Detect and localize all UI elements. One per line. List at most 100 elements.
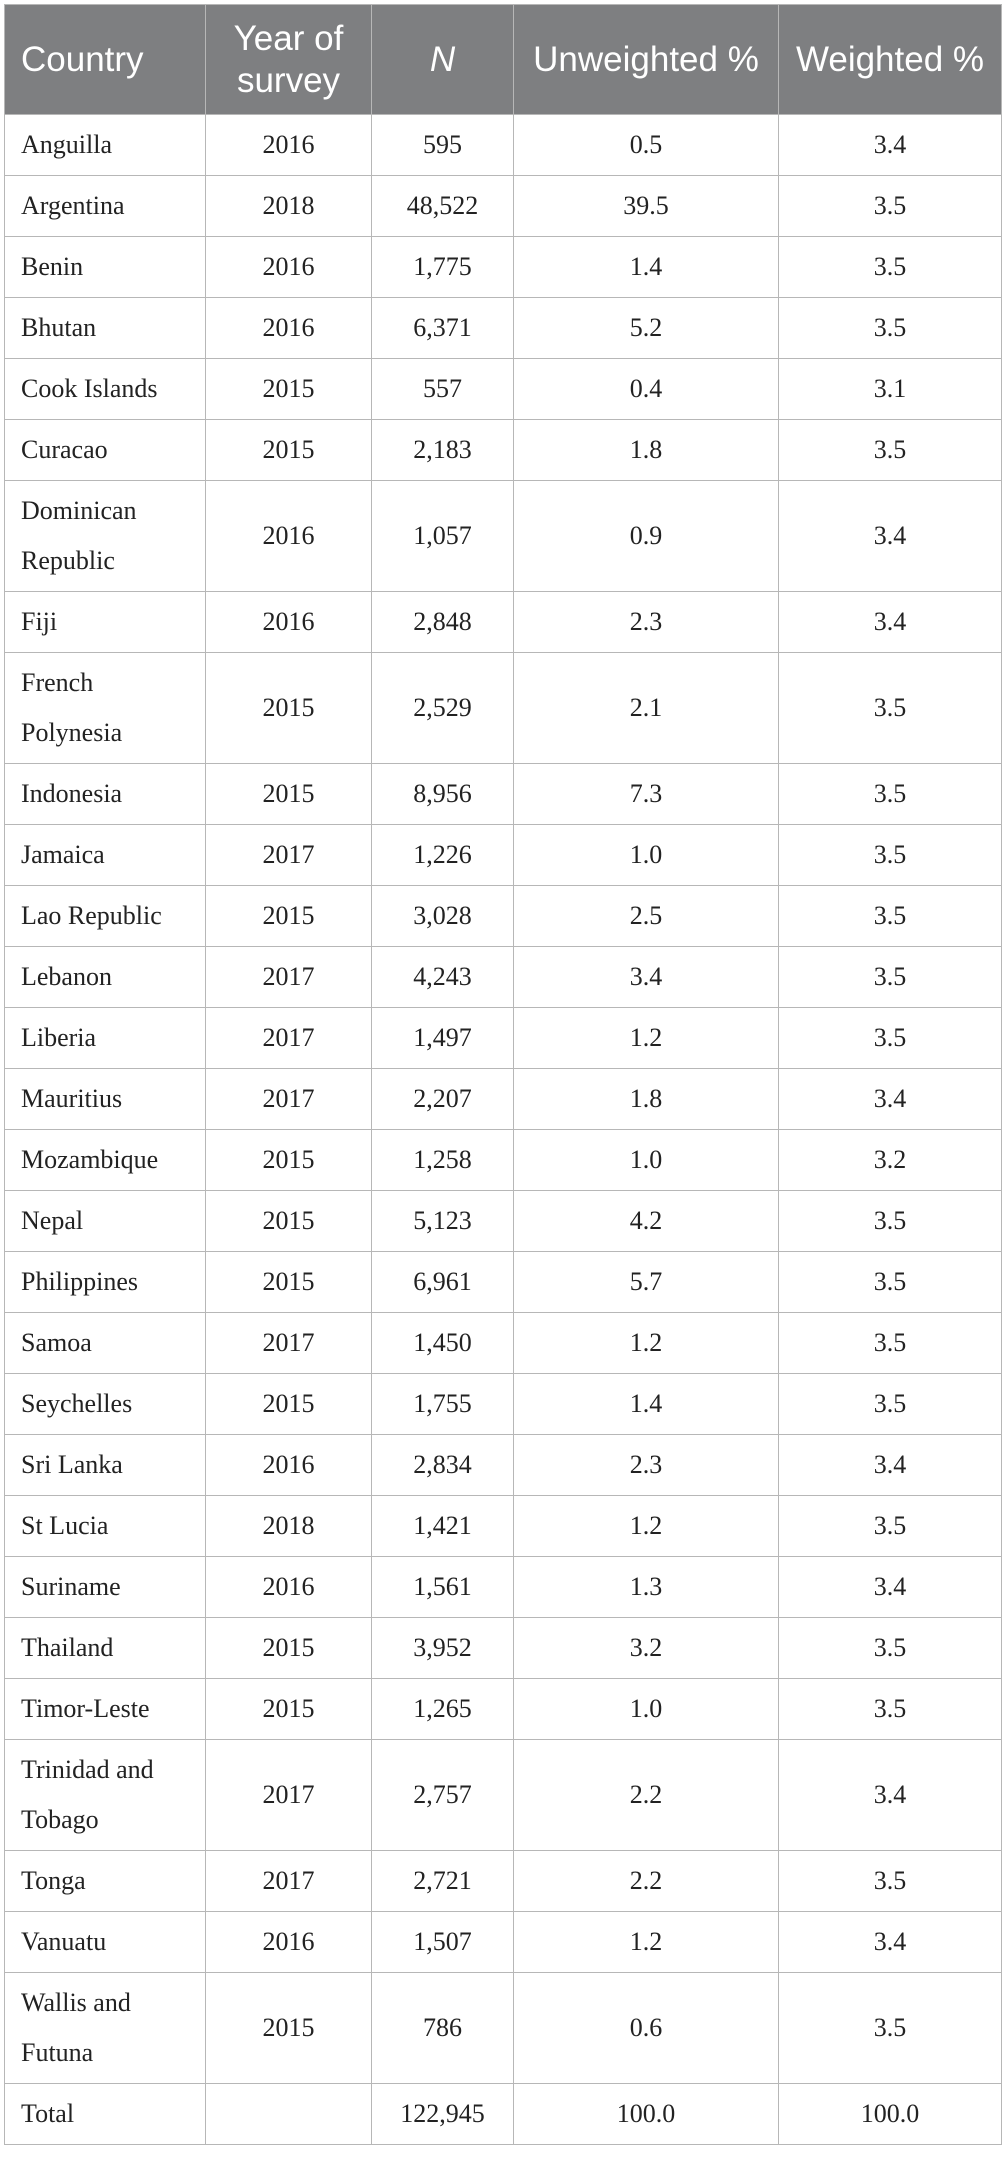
table-row: Samoa 2017 1,450 1.2 3.5 — [4, 1312, 1002, 1374]
cell-n: 1,507 — [371, 1911, 514, 1973]
cell-year: 2017 — [205, 1312, 372, 1374]
survey-table: Country Year of survey N Unweighted % We… — [4, 4, 1002, 2145]
cell-unweighted: 0.6 — [513, 1972, 779, 2084]
table-row: Cook Islands 2015 557 0.4 3.1 — [4, 358, 1002, 420]
cell-weighted: 3.5 — [778, 236, 1002, 298]
cell-weighted: 3.5 — [778, 419, 1002, 481]
table-row: Mauritius 2017 2,207 1.8 3.4 — [4, 1068, 1002, 1130]
cell-year: 2018 — [205, 1495, 372, 1557]
cell-weighted: 3.5 — [778, 1007, 1002, 1069]
table-row: Benin 2016 1,775 1.4 3.5 — [4, 236, 1002, 298]
table-row: Suriname 2016 1,561 1.3 3.4 — [4, 1556, 1002, 1618]
table-row: Nepal 2015 5,123 4.2 3.5 — [4, 1190, 1002, 1252]
cell-unweighted: 1.8 — [513, 1068, 779, 1130]
cell-weighted: 3.4 — [778, 1434, 1002, 1496]
cell-year: 2015 — [205, 1251, 372, 1313]
cell-unweighted: 39.5 — [513, 175, 779, 237]
cell-weighted: 3.5 — [778, 1495, 1002, 1557]
table-row: Anguilla 2016 595 0.5 3.4 — [4, 114, 1002, 176]
cell-weighted: 3.5 — [778, 1312, 1002, 1374]
header-weighted: Weighted % — [778, 4, 1002, 115]
cell-country: Wallis and Futuna — [4, 1972, 206, 2084]
table-row: Vanuatu 2016 1,507 1.2 3.4 — [4, 1911, 1002, 1973]
cell-weighted: 3.1 — [778, 358, 1002, 420]
cell-weighted: 3.5 — [778, 763, 1002, 825]
cell-year: 2017 — [205, 824, 372, 886]
cell-n: 8,956 — [371, 763, 514, 825]
cell-country: Trinidad and Tobago — [4, 1739, 206, 1851]
table-row: Thailand 2015 3,952 3.2 3.5 — [4, 1617, 1002, 1679]
cell-n: 4,243 — [371, 946, 514, 1008]
cell-year: 2017 — [205, 1850, 372, 1912]
cell-weighted: 3.5 — [778, 1373, 1002, 1435]
cell-unweighted: 1.3 — [513, 1556, 779, 1618]
table-row: Mozambique 2015 1,258 1.0 3.2 — [4, 1129, 1002, 1191]
cell-year: 2015 — [205, 652, 372, 764]
cell-year: 2016 — [205, 1556, 372, 1618]
cell-country: Lebanon — [4, 946, 206, 1008]
cell-country: Seychelles — [4, 1373, 206, 1435]
table-row: Fiji 2016 2,848 2.3 3.4 — [4, 591, 1002, 653]
cell-unweighted: 4.2 — [513, 1190, 779, 1252]
cell-n: 122,945 — [371, 2083, 514, 2145]
cell-year: 2015 — [205, 1129, 372, 1191]
cell-year: 2017 — [205, 1007, 372, 1069]
cell-year: 2017 — [205, 1739, 372, 1851]
cell-n: 2,183 — [371, 419, 514, 481]
table-row: Dominican Republic 2016 1,057 0.9 3.4 — [4, 480, 1002, 592]
cell-year: 2015 — [205, 358, 372, 420]
cell-n: 1,265 — [371, 1678, 514, 1740]
cell-unweighted: 1.0 — [513, 1678, 779, 1740]
cell-country: Fiji — [4, 591, 206, 653]
cell-year: 2015 — [205, 419, 372, 481]
table-header: Country Year of survey N Unweighted % We… — [4, 4, 1002, 115]
cell-n: 2,207 — [371, 1068, 514, 1130]
cell-weighted: 3.5 — [778, 1678, 1002, 1740]
cell-n: 1,258 — [371, 1129, 514, 1191]
cell-n: 2,721 — [371, 1850, 514, 1912]
cell-weighted: 3.5 — [778, 175, 1002, 237]
cell-unweighted: 1.4 — [513, 1373, 779, 1435]
cell-weighted: 3.5 — [778, 1251, 1002, 1313]
cell-n: 6,961 — [371, 1251, 514, 1313]
cell-country: Mauritius — [4, 1068, 206, 1130]
cell-weighted: 3.4 — [778, 1911, 1002, 1973]
cell-unweighted: 1.4 — [513, 236, 779, 298]
cell-unweighted: 1.2 — [513, 1312, 779, 1374]
cell-country: Liberia — [4, 1007, 206, 1069]
cell-country: Curacao — [4, 419, 206, 481]
cell-country: Thailand — [4, 1617, 206, 1679]
header-year: Year of survey — [205, 4, 372, 115]
table-row: Lao Republic 2015 3,028 2.5 3.5 — [4, 885, 1002, 947]
cell-year: 2015 — [205, 1678, 372, 1740]
table-row: Argentina 2018 48,522 39.5 3.5 — [4, 175, 1002, 237]
cell-n: 1,775 — [371, 236, 514, 298]
cell-country: Timor-Leste — [4, 1678, 206, 1740]
cell-weighted: 3.5 — [778, 652, 1002, 764]
cell-n: 2,848 — [371, 591, 514, 653]
table-row: Jamaica 2017 1,226 1.0 3.5 — [4, 824, 1002, 886]
cell-n: 5,123 — [371, 1190, 514, 1252]
cell-unweighted: 1.2 — [513, 1495, 779, 1557]
cell-unweighted: 3.2 — [513, 1617, 779, 1679]
cell-unweighted: 1.2 — [513, 1007, 779, 1069]
cell-unweighted: 0.9 — [513, 480, 779, 592]
cell-unweighted: 3.4 — [513, 946, 779, 1008]
header-unweighted: Unweighted % — [513, 4, 779, 115]
cell-country: Cook Islands — [4, 358, 206, 420]
cell-weighted: 3.4 — [778, 591, 1002, 653]
cell-weighted: 3.5 — [778, 824, 1002, 886]
cell-n: 1,421 — [371, 1495, 514, 1557]
table-row: Timor-Leste 2015 1,265 1.0 3.5 — [4, 1678, 1002, 1740]
cell-weighted: 3.5 — [778, 1190, 1002, 1252]
cell-year: 2016 — [205, 480, 372, 592]
cell-weighted: 3.4 — [778, 1068, 1002, 1130]
cell-n: 786 — [371, 1972, 514, 2084]
survey-table-container: Country Year of survey N Unweighted % We… — [4, 4, 1002, 2145]
table-row: Liberia 2017 1,497 1.2 3.5 — [4, 1007, 1002, 1069]
header-country: Country — [4, 4, 206, 115]
cell-country: Total — [4, 2083, 206, 2145]
cell-weighted: 3.5 — [778, 1617, 1002, 1679]
cell-country: Tonga — [4, 1850, 206, 1912]
table-row: Bhutan 2016 6,371 5.2 3.5 — [4, 297, 1002, 359]
